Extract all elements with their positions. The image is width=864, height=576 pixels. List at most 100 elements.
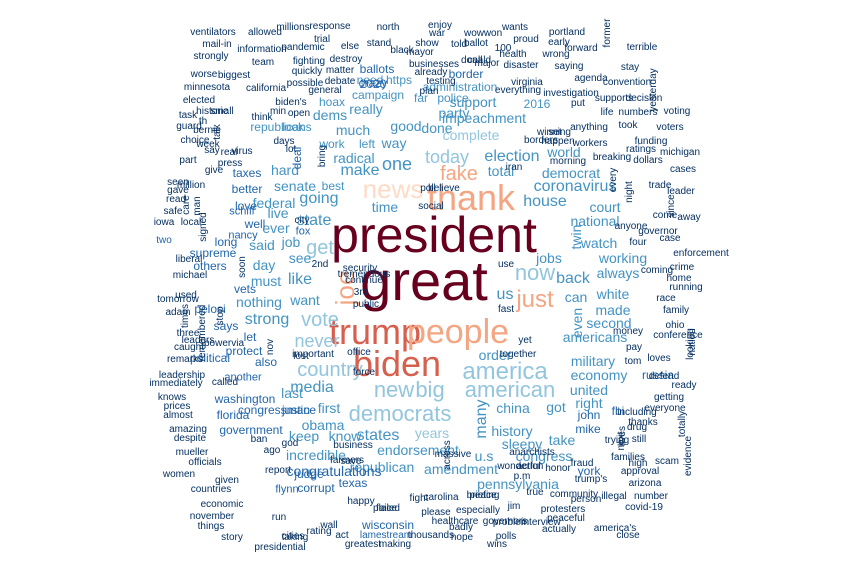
word-court: court — [589, 199, 621, 215]
word-also: also — [254, 355, 278, 369]
word-health: health — [499, 49, 527, 60]
word-case: case — [659, 233, 681, 244]
word-social: social — [418, 201, 444, 212]
word-done: done — [421, 120, 453, 136]
word-fast: fast — [497, 304, 515, 315]
word-pandemic: pandemic — [281, 42, 325, 53]
word-radical: radical — [333, 150, 375, 166]
word-days: days — [273, 136, 295, 147]
word-everything: everything — [494, 85, 542, 96]
word-biden-s: biden's — [275, 97, 307, 108]
word-total: total — [487, 163, 515, 179]
word-save: save — [340, 456, 362, 467]
word-interview: interview — [521, 517, 561, 528]
word-public: public — [352, 299, 380, 310]
word-like: like — [287, 271, 313, 288]
word-prices: prices — [163, 401, 191, 412]
word-honor: honor — [545, 463, 571, 474]
word-officials: officials — [188, 457, 222, 468]
word-north: north — [376, 22, 400, 33]
word-anyone: anyone — [614, 221, 648, 232]
word-trump-s: trump's — [574, 474, 608, 485]
word-2020: 2020 — [359, 77, 387, 91]
word-week: week — [196, 139, 220, 150]
word-york: york — [577, 464, 601, 478]
word-trial: trial — [313, 34, 331, 45]
word-ever: ever — [262, 220, 290, 236]
word-p-m: p.m — [513, 471, 531, 482]
word-task: task — [178, 110, 198, 121]
word-democrats: democrats — [348, 401, 452, 426]
word-economic: economic — [200, 499, 244, 510]
word-seen: seen — [167, 177, 189, 188]
word-trade: trade — [648, 180, 672, 191]
word-use: use — [497, 259, 515, 270]
word-local: local — [180, 217, 202, 228]
word-portland: portland — [548, 27, 586, 38]
word-virus: virus — [231, 146, 253, 157]
word-order: order — [478, 347, 512, 363]
word-economy: economy — [570, 367, 628, 383]
word-look: look — [281, 120, 305, 134]
word-others: others — [193, 259, 227, 273]
word-schiff: schiff — [229, 205, 255, 218]
word-leadership: leadership — [158, 370, 206, 381]
word-white: white — [596, 286, 630, 302]
word-illegal: illegal — [601, 491, 627, 502]
word-god: god — [281, 438, 299, 449]
word-now: now — [514, 260, 556, 285]
word-race: race — [656, 293, 676, 304]
word-tremendous: tremendous — [337, 269, 391, 280]
word-wants: wants — [501, 22, 529, 33]
word-said: said — [249, 237, 275, 253]
word-lot: lot — [285, 144, 297, 155]
word-pelosi: pelosi — [194, 302, 226, 316]
word-trump: trump — [328, 311, 422, 352]
word-ballots: ballots — [359, 62, 395, 76]
word-taxes: taxes — [232, 166, 262, 180]
word-possible: possible — [286, 78, 324, 89]
word-https: https — [385, 73, 413, 87]
word-voters: voters — [656, 122, 684, 133]
word-job: job — [281, 234, 301, 250]
word-fighting: fighting — [292, 56, 326, 67]
word-republican: republican — [349, 459, 415, 475]
word-federal: federal — [252, 195, 296, 211]
word-strong: strong — [244, 311, 290, 328]
word-way: way — [381, 135, 407, 151]
word-enforcement: enforcement — [673, 248, 729, 259]
word-safe: safe — [163, 206, 183, 217]
word-number: number — [634, 491, 668, 502]
word-much: much — [335, 122, 371, 138]
word-wow: wow — [463, 28, 485, 39]
word-small: small — [210, 106, 234, 117]
word-u-s: u.s — [474, 448, 494, 464]
word-immediately: immediately — [149, 378, 203, 389]
word-matter: matter — [325, 65, 355, 76]
word-fight: fight — [409, 493, 429, 504]
word-twin: twin — [568, 224, 584, 250]
word-loves: loves — [647, 353, 671, 364]
word-tom: tom — [624, 356, 642, 367]
word-destroy: destroy — [329, 54, 363, 65]
word-back: back — [556, 270, 590, 287]
word-funding: funding — [634, 136, 668, 147]
word-says: says — [213, 319, 239, 333]
word-complete: complete — [442, 127, 500, 143]
word-china: china — [496, 400, 530, 416]
word-millions: millions — [276, 22, 310, 33]
word-left: left — [358, 137, 376, 151]
word-police: police — [437, 91, 469, 105]
word-office: office — [347, 347, 371, 358]
word-countries: countries — [190, 484, 232, 495]
word-corrupt: corrupt — [297, 481, 335, 495]
word-great: great — [360, 249, 488, 312]
word-happen: happen — [541, 136, 575, 147]
word-decision: decision — [625, 93, 663, 104]
word-making: making — [378, 539, 412, 550]
word-saying: saying — [554, 61, 584, 72]
word-2nd: 2nd — [311, 259, 329, 270]
word-crazy: crazy — [358, 76, 388, 90]
word-liberal: liberal — [175, 254, 203, 265]
word-get: get — [306, 237, 334, 259]
